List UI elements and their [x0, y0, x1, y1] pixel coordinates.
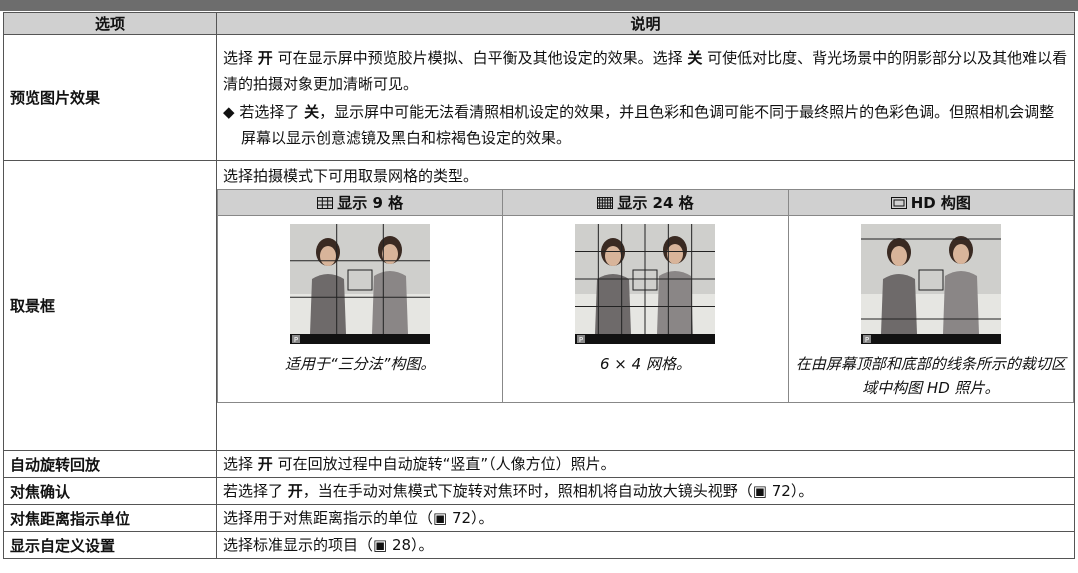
option-name: 预览图片效果: [3, 34, 217, 161]
grid-label: HD 构图: [910, 194, 971, 212]
mode-badge: P: [865, 336, 869, 344]
description: 选择 开 可在回放过程中自动旋转“竖直”（人像方位）照片。: [216, 450, 1075, 478]
text-run: 若选择了: [223, 482, 288, 500]
paragraph: 选择拍摄模式下可用取景网格的类型。: [223, 167, 479, 185]
mode-badge: P: [579, 336, 583, 344]
bold-term: 开: [287, 482, 303, 500]
grid-caption: 在由屏幕顶部和底部的线条所示的裁切区域中构图 HD 照片。: [787, 350, 1075, 403]
description: 若选择了 开，当在手动对焦模式下旋转对焦环时，照相机将自动放大镜头视野（▣ 72…: [216, 477, 1075, 505]
note: ◆ 若选择了 关，显示屏中可能无法看清照相机设定的效果，并且色彩和色调可能不同于…: [223, 99, 1068, 151]
table-row: 预览图片效果 选择 开 可在显示屏中预览胶片模拟、白平衡及其他设定的效果。选择 关…: [3, 34, 1075, 161]
bold-term: 关: [304, 102, 320, 121]
section-bar: [0, 0, 1078, 11]
grid-image-cell: P: [502, 215, 789, 350]
paragraph: 选择标准显示的项目（▣ 28）。: [223, 532, 1068, 558]
grid-caption: 6 × 4 网格。: [502, 350, 789, 403]
text-run: ，显示屏中可能无法看清照相机设定的效果，并且色彩和色调可能不同于最终照片的色彩色…: [241, 102, 1055, 147]
sample-photo: P: [575, 224, 716, 344]
bold-term: 开: [257, 48, 273, 67]
text-run: 选择用于对焦距离指示的单位（▣ 72）。: [223, 509, 494, 527]
option-name: 自动旋转回放: [3, 450, 217, 478]
grid-label-cell: 显示 24 格: [502, 189, 789, 216]
grid-label-cell: HD 构图: [787, 189, 1075, 216]
text-run: 选择标准显示的项目（▣ 28）。: [223, 536, 434, 554]
note-bullet: ◆: [223, 102, 240, 121]
mode-badge: P: [294, 336, 298, 344]
option-name: 显示自定义设置: [3, 531, 217, 559]
settings-table: 选项 说明 预览图片效果 选择 开 可在显示屏中预览胶片模拟、白平衡及其他设定的效果…: [3, 12, 1075, 559]
bold-term: 关: [687, 48, 703, 67]
grid-image-cell: P: [216, 215, 504, 350]
grid-caption: 适用于“三分法”构图。: [216, 350, 504, 403]
table-row: 对焦距离指示单位 选择用于对焦距离指示的单位（▣ 72）。: [3, 504, 1075, 532]
column-header: 说明: [216, 12, 1075, 35]
sample-photo: P: [860, 224, 1001, 344]
text-run: 可在显示屏中预览胶片模拟、白平衡及其他设定的效果。选择: [272, 48, 688, 67]
text-run: 可在回放过程中自动旋转“竖直”（人像方位）照片。: [272, 455, 616, 473]
paragraph: 选择 开 可在回放过程中自动旋转“竖直”（人像方位）照片。: [223, 451, 1068, 477]
text-run: 选择: [223, 48, 258, 67]
option-name: 对焦确认: [3, 477, 217, 505]
table-row: 显示自定义设置 选择标准显示的项目（▣ 28）。: [3, 531, 1075, 559]
description: 选择用于对焦距离指示的单位（▣ 72）。: [216, 504, 1075, 532]
grid-icon: [890, 197, 907, 209]
text-run: 若选择了: [239, 102, 305, 121]
description: 选择拍摄模式下可用取景网格的类型。显示 9 格 显示 24 格 HD 构图 P P P 适用…: [216, 160, 1075, 451]
description: 选择标准显示的项目（▣ 28）。: [216, 531, 1075, 559]
paragraph: 选择 开 可在显示屏中预览胶片模拟、白平衡及其他设定的效果。选择 关 可使低对比…: [223, 45, 1068, 97]
grid-label: 显示 24 格: [617, 194, 694, 212]
text-run: 选择: [223, 455, 258, 473]
grid-image-cell: P: [787, 215, 1075, 350]
sample-photo: P: [290, 224, 431, 344]
bold-term: 开: [257, 455, 273, 473]
option-name: 对焦距离指示单位: [3, 504, 217, 532]
table-row: 自动旋转回放 选择 开 可在回放过程中自动旋转“竖直”（人像方位）照片。: [3, 450, 1075, 478]
grid-label-cell: 显示 9 格: [216, 189, 504, 216]
option-name: 取景框: [3, 160, 217, 451]
grid-icon: [597, 197, 614, 209]
description: 选择 开 可在显示屏中预览胶片模拟、白平衡及其他设定的效果。选择 关 可使低对比…: [216, 34, 1075, 161]
column-header: 选项: [3, 12, 217, 35]
table-row: 对焦确认 若选择了 开，当在手动对焦模式下旋转对焦环时，照相机将自动放大镜头视野（…: [3, 477, 1075, 505]
table-row: 取景框 选择拍摄模式下可用取景网格的类型。显示 9 格 显示 24 格 HD 构图 P P…: [3, 160, 1075, 451]
grid-table: 显示 9 格 显示 24 格 HD 构图 P P P 适用于“三分法”构图。 6 × 4 网格…: [216, 189, 1075, 403]
paragraph: 选择用于对焦距离指示的单位（▣ 72）。: [223, 505, 1068, 531]
grid-icon: [317, 197, 334, 209]
text-run: ，当在手动对焦模式下旋转对焦环时，照相机将自动放大镜头视野（▣ 72）。: [302, 482, 814, 500]
grid-captions: 适用于“三分法”构图。 6 × 4 网格。 在由屏幕顶部和底部的线条所示的裁切区域中…: [216, 350, 1075, 403]
grid-label: 显示 9 格: [337, 194, 404, 212]
text-run: 可使低对比度、背光场景中的阴影部分以及其他难以看清的拍摄对象更加清晰可见。: [223, 48, 1068, 93]
grid-header: 显示 9 格 显示 24 格 HD 构图: [216, 189, 1075, 216]
paragraph: 若选择了 开，当在手动对焦模式下旋转对焦环时，照相机将自动放大镜头视野（▣ 72…: [223, 478, 1068, 504]
